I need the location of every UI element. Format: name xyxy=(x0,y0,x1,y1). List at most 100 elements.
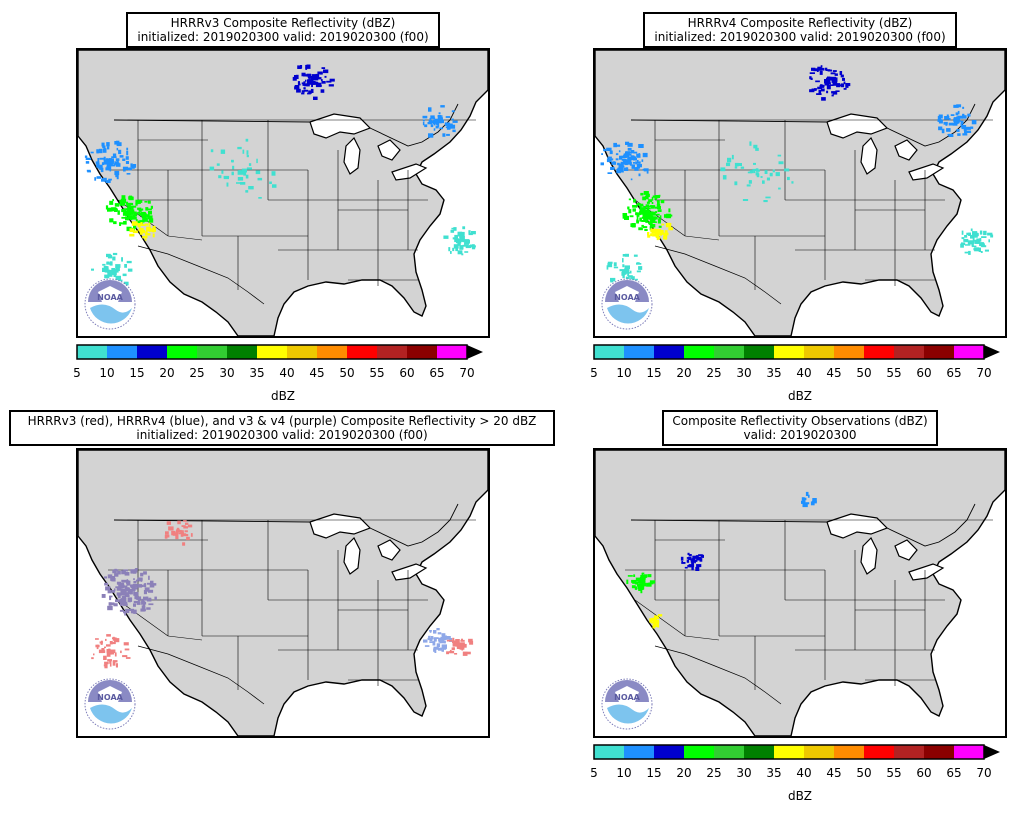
panel-4-colorbar xyxy=(593,743,1013,761)
country-border xyxy=(630,503,976,547)
colorbar-tick-label: 55 xyxy=(369,366,385,380)
reflectivity-california xyxy=(622,191,673,231)
colorbar-segment xyxy=(894,345,924,359)
obs-california xyxy=(626,572,656,594)
colorbar-segment xyxy=(714,745,744,759)
colorbar-outline xyxy=(593,344,985,360)
state-borders xyxy=(108,119,476,290)
panel-3-map-svg: NOAA xyxy=(78,450,488,736)
colorbar-segment xyxy=(744,345,774,359)
colorbar-segment xyxy=(437,345,467,359)
noaa-logo: NOAA xyxy=(84,278,136,330)
colorbar-tick-label: 35 xyxy=(249,366,265,380)
colorbar-segment xyxy=(924,345,954,359)
panel-2-title-line2: initialized: 2019020300 valid: 201902030… xyxy=(654,30,946,44)
colorbar-tick-label: 65 xyxy=(946,766,962,780)
colorbar-tick-label: 45 xyxy=(309,366,325,380)
v3-only-offshore xyxy=(91,634,131,669)
panel-1-title-line1: HRRRv3 Composite Reflectivity (dBZ) xyxy=(170,16,396,30)
colorbar-tick-label: 40 xyxy=(796,766,812,780)
mexico-border xyxy=(654,245,782,305)
colorbar-segment xyxy=(684,745,714,759)
panel-2-colorbar-svg xyxy=(593,344,1000,360)
colorbar-tick-label: 25 xyxy=(706,366,722,380)
colorbar-segment xyxy=(594,345,624,359)
colorbar-tick-label: 25 xyxy=(189,366,205,380)
panel-4-colorbar-label: dBZ xyxy=(787,789,813,803)
colorbar-segment xyxy=(864,745,894,759)
colorbar-tick-label: 60 xyxy=(399,366,415,380)
colorbar-segment xyxy=(407,345,437,359)
colorbar-segment xyxy=(137,345,167,359)
colorbar-tick-label: 50 xyxy=(856,766,872,780)
panel-1-colorbar-label: dBZ xyxy=(270,389,296,403)
colorbar-segment xyxy=(257,345,287,359)
colorbar-extend-arrow xyxy=(984,745,1000,759)
colorbar-outline xyxy=(76,344,468,360)
colorbar-segment xyxy=(197,345,227,359)
colorbar-tick-label: 10 xyxy=(616,766,632,780)
panel-4-map-svg: NOAA xyxy=(595,450,1005,736)
panel-1-title-line2: initialized: 2019020300 valid: 201902030… xyxy=(137,30,429,44)
colorbar-tick-label: 55 xyxy=(886,766,902,780)
panel-1-map-svg: NOAA xyxy=(78,50,488,336)
overlap-west-coast xyxy=(101,568,157,616)
reflectivity-scattered xyxy=(720,141,794,203)
colorbar-segment xyxy=(834,745,864,759)
colorbar-tick-label: 65 xyxy=(429,366,445,380)
colorbar-segment xyxy=(864,345,894,359)
panel-1-colorbar-svg xyxy=(76,344,483,360)
panel-1-colorbar xyxy=(76,343,496,361)
great-lakes xyxy=(309,113,428,181)
panel-3-title-line1: HRRRv3 (red), HRRRv4 (blue), and v3 & v4… xyxy=(27,414,537,428)
panel-2-title-line1: HRRRv4 Composite Reflectivity (dBZ) xyxy=(687,16,913,30)
reflectivity-atlantic xyxy=(960,228,994,255)
colorbar-segment xyxy=(954,345,984,359)
colorbar-segment xyxy=(654,345,684,359)
reflectivity-new-england xyxy=(422,105,458,138)
colorbar-extend-arrow xyxy=(467,345,483,359)
state-borders xyxy=(625,119,993,290)
colorbar-segment xyxy=(167,345,197,359)
colorbar-tick-label: 60 xyxy=(916,766,932,780)
colorbar-tick-label: 5 xyxy=(590,366,598,380)
colorbar-segment xyxy=(774,745,804,759)
reflectivity-new-england xyxy=(937,104,977,137)
panel-4-title-line1: Composite Reflectivity Observations (dBZ… xyxy=(672,414,928,428)
colorbar-tick-label: 50 xyxy=(339,366,355,380)
great-lakes xyxy=(826,513,945,581)
colorbar-segment xyxy=(924,745,954,759)
colorbar-tick-label: 30 xyxy=(219,366,235,380)
colorbar-segment xyxy=(624,745,654,759)
reflectivity-pacific-nw xyxy=(600,141,649,181)
colorbar-segment xyxy=(714,345,744,359)
colorbar-tick-label: 10 xyxy=(616,366,632,380)
svg-text:NOAA: NOAA xyxy=(614,293,640,302)
panel-4-title: Composite Reflectivity Observations (dBZ… xyxy=(662,410,938,446)
panel-2-map-svg: NOAA xyxy=(595,50,1005,336)
country-border xyxy=(630,103,976,147)
svg-text:NOAA: NOAA xyxy=(614,693,640,702)
panel-1-map: NOAA xyxy=(76,48,490,338)
panel-1-title: HRRRv3 Composite Reflectivity (dBZ) init… xyxy=(126,12,440,48)
colorbar-tick-label: 60 xyxy=(916,366,932,380)
colorbar-segment xyxy=(954,745,984,759)
panel-4-map: NOAA xyxy=(593,448,1007,738)
colorbar-segment xyxy=(317,345,347,359)
colorbar-tick-label: 70 xyxy=(976,366,992,380)
colorbar-segment xyxy=(684,345,714,359)
colorbar-segment xyxy=(347,345,377,359)
colorbar-tick-label: 40 xyxy=(796,366,812,380)
colorbar-tick-label: 15 xyxy=(129,366,145,380)
colorbar-tick-label: 35 xyxy=(766,366,782,380)
mexico-border xyxy=(137,645,265,705)
mexico-border xyxy=(137,245,265,305)
reflectivity-offshore xyxy=(91,252,133,287)
colorbar-tick-label: 35 xyxy=(766,766,782,780)
colorbar-segment xyxy=(227,345,257,359)
panel-3-title-line2: initialized: 2019020300 valid: 201902030… xyxy=(136,428,428,442)
svg-text:NOAA: NOAA xyxy=(97,693,123,702)
colorbar-outline xyxy=(593,744,985,760)
great-lakes xyxy=(309,513,428,581)
colorbar-tick-label: 45 xyxy=(826,366,842,380)
